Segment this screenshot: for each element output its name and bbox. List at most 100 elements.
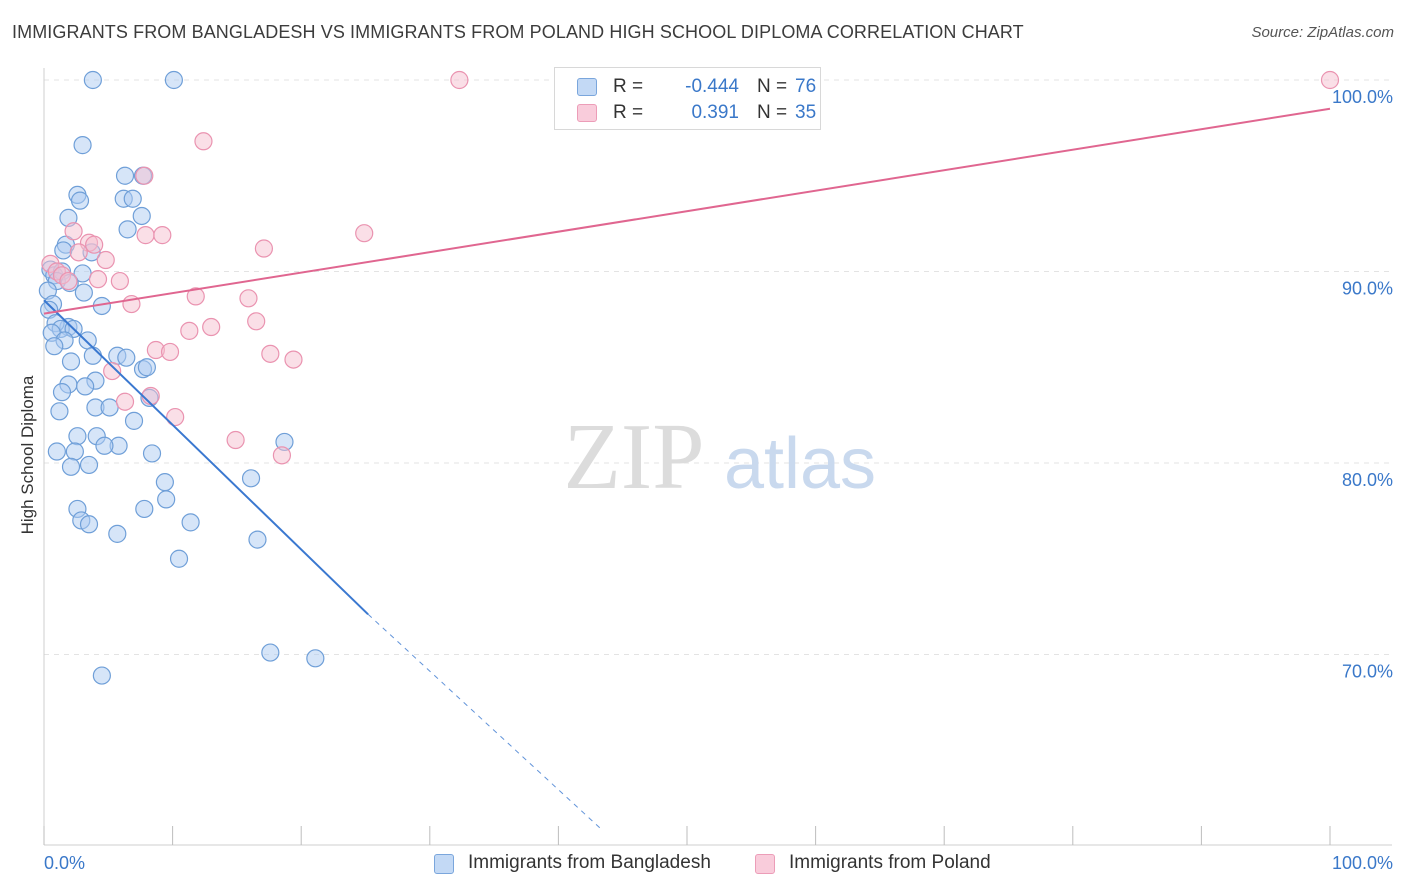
data-point-bangladesh: [50, 402, 69, 421]
data-point-poland: [96, 250, 115, 270]
points-layer: [38, 70, 1340, 685]
data-point-poland: [261, 344, 280, 363]
data-point-poland: [64, 222, 83, 241]
data-point-bangladesh: [157, 490, 176, 509]
data-point-poland: [239, 289, 258, 308]
legend-n-label: N =: [757, 76, 788, 97]
data-point-poland: [202, 317, 221, 337]
data-point-bangladesh: [68, 427, 87, 446]
data-point-bangladesh: [124, 411, 144, 430]
legend-swatch-blue: [434, 854, 454, 874]
data-point-poland: [160, 342, 180, 362]
data-point-bangladesh: [52, 383, 72, 402]
y-tick-label: 70.0%: [1342, 662, 1393, 682]
data-point-bangladesh: [79, 455, 99, 475]
data-point-poland: [166, 407, 185, 427]
legend-swatch-blue: [577, 78, 597, 96]
data-point-bangladesh: [73, 136, 92, 155]
data-point-bangladesh: [261, 643, 280, 662]
data-point-bangladesh: [83, 346, 102, 365]
data-point-poland: [1320, 70, 1340, 90]
data-point-bangladesh: [155, 473, 174, 492]
watermark-atlas: atlas: [724, 424, 876, 504]
data-point-bangladesh: [76, 377, 95, 396]
data-point-poland: [103, 361, 122, 381]
data-point-poland: [180, 321, 199, 340]
watermark: ZIP atlas: [564, 405, 877, 509]
y-tick-label: 90.0%: [1342, 279, 1393, 299]
data-point-bangladesh: [74, 283, 93, 302]
data-point-bangladesh: [164, 70, 183, 90]
data-point-bangladesh: [65, 442, 84, 461]
data-point-poland: [186, 287, 205, 306]
data-point-bangladesh: [132, 206, 151, 226]
data-point-bangladesh: [100, 398, 119, 417]
legend-label-poland: Immigrants from Poland: [789, 852, 991, 873]
data-point-bangladesh: [47, 442, 66, 461]
legend-n-value: 35: [795, 102, 817, 123]
data-point-poland: [284, 350, 303, 369]
y-tick-label: 80.0%: [1342, 470, 1393, 490]
data-point-poland: [355, 224, 374, 243]
legend-r-value: -0.444: [685, 76, 739, 97]
data-point-bangladesh: [83, 70, 102, 90]
trend-line-bangladesh-extrapolated: [367, 613, 602, 830]
data-point-bangladesh: [115, 166, 135, 185]
legend-swatch-pink: [755, 854, 775, 874]
data-point-poland: [136, 226, 155, 245]
data-point-poland: [450, 70, 469, 90]
data-point-bangladesh: [92, 666, 111, 685]
data-point-bangladesh: [54, 241, 73, 260]
chart-title: IMMIGRANTS FROM BANGLADESH VS IMMIGRANTS…: [12, 22, 1024, 42]
data-point-poland: [115, 392, 135, 411]
watermark-zip: ZIP: [564, 405, 705, 509]
data-point-bangladesh: [79, 515, 99, 534]
data-point-poland: [59, 271, 78, 291]
trend-layer: [43, 107, 1331, 830]
data-point-bangladesh: [181, 513, 200, 532]
data-point-bangladesh: [137, 358, 156, 377]
legend-n-label: N =: [757, 102, 788, 123]
tick-label-layer: 70.0% 80.0% 90.0% 100.0% 0.0% 100.0%: [44, 87, 1393, 873]
legend-swatch-pink: [577, 104, 597, 122]
data-point-bangladesh: [306, 649, 325, 668]
data-point-bangladesh: [45, 337, 64, 356]
y-axis-label: High School Diploma: [18, 375, 37, 535]
legend-label-bangladesh: Immigrants from Bangladesh: [468, 852, 711, 873]
data-point-poland: [110, 271, 129, 291]
data-point-poland: [141, 386, 160, 406]
correlation-legend: R = -0.444 N = 76 R = 0.391 N = 35: [554, 67, 821, 130]
axis-layer: [43, 68, 1392, 846]
y-tick-label: 100.0%: [1332, 87, 1393, 107]
data-point-bangladesh: [95, 436, 114, 455]
data-point-poland: [194, 132, 213, 151]
data-point-poland: [88, 270, 108, 289]
data-point-bangladesh: [118, 220, 137, 239]
grid-layer: [44, 79, 1392, 655]
data-point-poland: [85, 235, 104, 254]
data-point-bangladesh: [248, 530, 267, 549]
data-point-poland: [69, 243, 88, 262]
data-point-poland: [135, 166, 154, 185]
data-point-bangladesh: [117, 348, 136, 367]
trend-line-bangladesh: [43, 299, 369, 616]
x-tick-label: 100.0%: [1332, 853, 1393, 873]
data-point-bangladesh: [108, 524, 127, 543]
data-point-poland: [226, 430, 245, 450]
legend-n-value: 76: [795, 76, 817, 97]
data-point-bangladesh: [142, 444, 162, 463]
data-point-poland: [247, 312, 266, 331]
data-point-poland: [254, 239, 274, 258]
data-point-bangladesh: [123, 189, 142, 208]
legend-r-label: R =: [613, 76, 644, 97]
trend-line-poland: [43, 107, 1331, 315]
data-point-bangladesh: [61, 457, 81, 476]
data-point-poland: [153, 226, 172, 245]
source-credit: Source: ZipAtlas.com: [1251, 24, 1394, 41]
data-point-bangladesh: [135, 499, 154, 519]
data-point-bangladesh: [78, 331, 97, 350]
data-point-bangladesh: [70, 191, 90, 210]
data-point-bangladesh: [169, 549, 189, 568]
data-point-bangladesh: [241, 469, 261, 488]
